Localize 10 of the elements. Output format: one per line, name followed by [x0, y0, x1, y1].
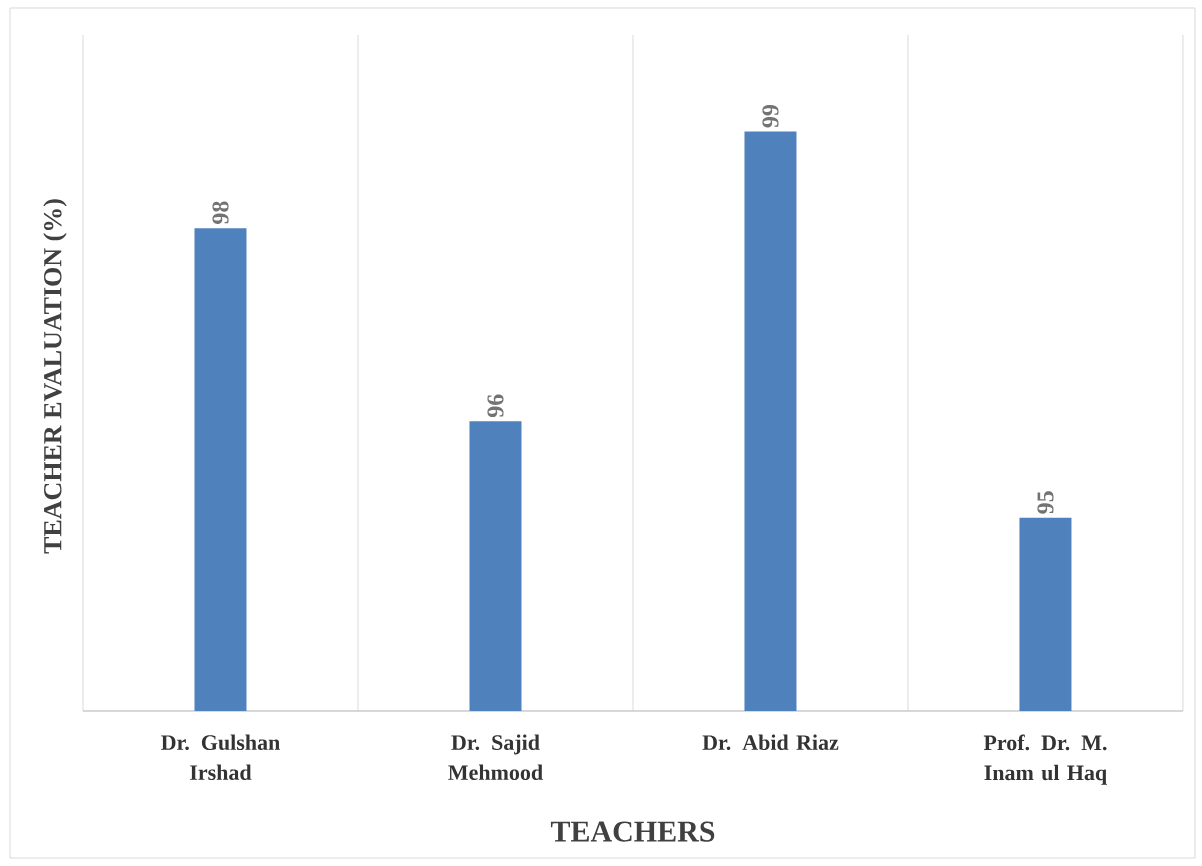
data-label: 96	[487, 394, 504, 418]
y-axis-title: TEACHER EVALUATION (%)	[43, 199, 67, 554]
data-label: 95	[1037, 491, 1054, 514]
x-tick-label: Dr. Sajid Mehmood	[448, 734, 543, 780]
x-tick-label: Dr. Gulshan Irshad	[161, 734, 280, 780]
x-tick-label: Dr. Abid Riaz	[702, 734, 839, 751]
data-label: 98	[212, 201, 229, 224]
data-label: 99	[762, 104, 779, 128]
x-tick-label: Prof. Dr. M. Inam ul Haq	[983, 734, 1107, 785]
x-axis-title: TEACHERS	[550, 821, 715, 842]
